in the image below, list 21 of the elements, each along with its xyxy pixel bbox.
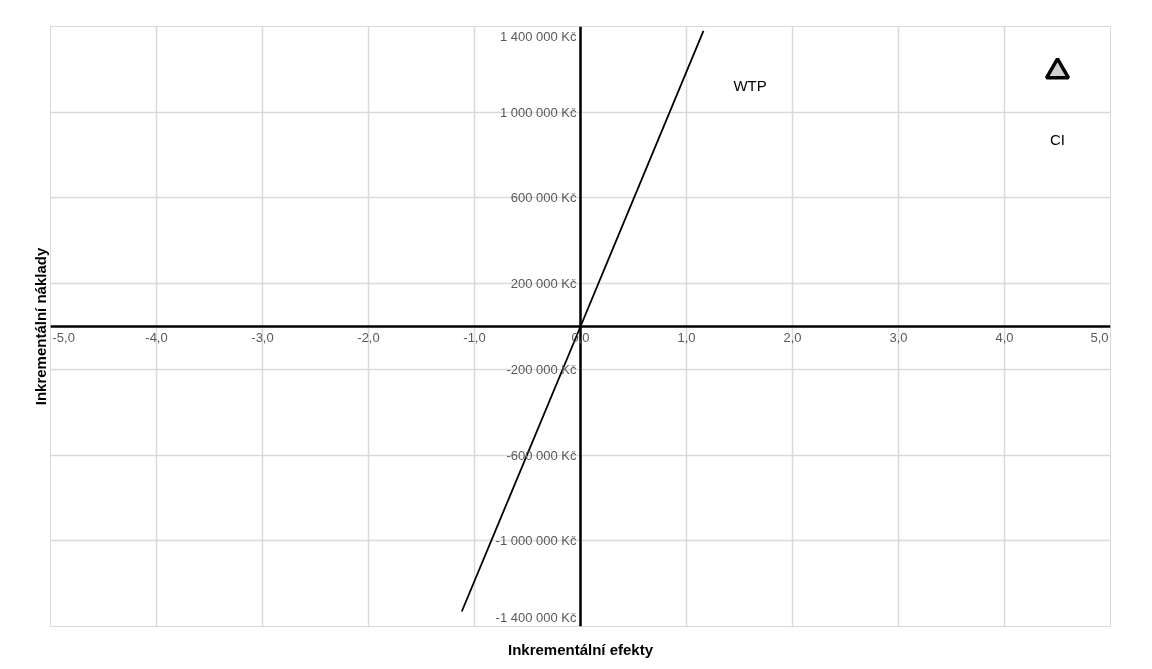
x-tick-label: 2,0 [783, 329, 802, 345]
x-axis-title: Inkrementální efekty [507, 640, 654, 658]
x-tick-label: 5,0 [1090, 329, 1109, 345]
x-tick-label: 3,0 [889, 329, 908, 345]
annotation: WTP [733, 77, 767, 95]
x-tick-label: -5,0 [52, 329, 75, 345]
annotation: CI [1050, 131, 1065, 148]
x-tick-label: 4,0 [995, 329, 1014, 345]
y-tick-label: 1 000 000 Kč [499, 104, 577, 120]
x-tick-label: 1,0 [677, 329, 696, 345]
y-tick-label: -1 400 000 Kč [495, 609, 577, 625]
y-tick-label: -1 000 000 Kč [495, 533, 577, 549]
y-tick-label: -200 000 Kč [506, 361, 577, 377]
y-tick-label: 600 000 Kč [510, 190, 577, 206]
x-tick-label: -1,0 [463, 329, 486, 345]
y-tick-label: 1 400 000 Kč [499, 28, 577, 44]
y-tick-label: 200 000 Kč [510, 276, 577, 292]
y-axis-title: Inkrementální náklady [31, 247, 49, 406]
x-tick-label: -3,0 [251, 329, 274, 345]
x-tick-label: -2,0 [357, 329, 380, 345]
x-tick-label: -4,0 [145, 329, 168, 345]
